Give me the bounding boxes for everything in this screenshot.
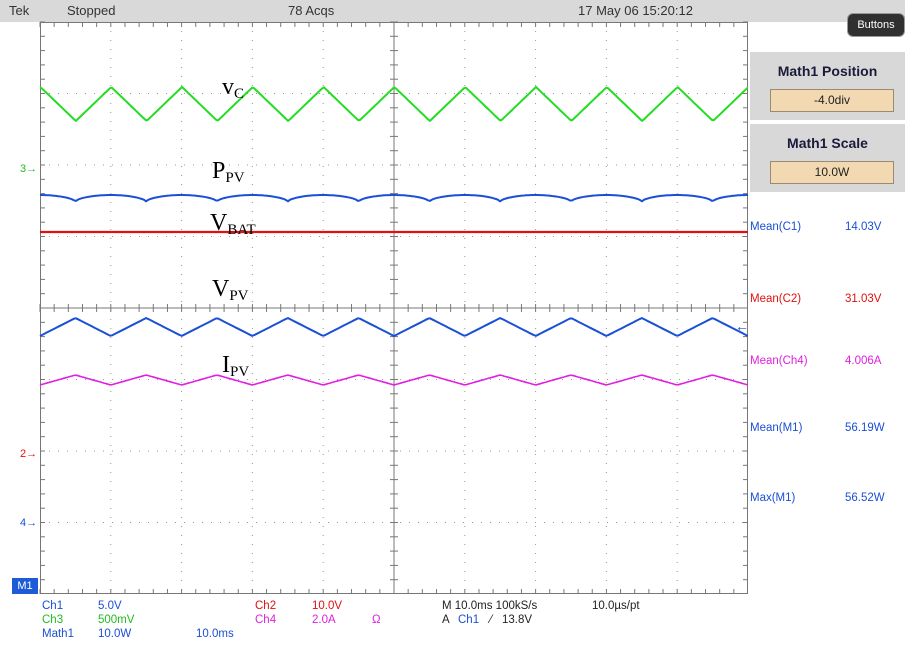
ch2-scale: 10.0V <box>312 600 343 612</box>
measurement-label: Mean(Ch4) <box>750 355 808 367</box>
measurement-row: Mean(C2) 31.03V <box>750 293 905 305</box>
measurement-row: Mean(M1) 56.19W <box>750 422 905 434</box>
ch4-impedance: Ω <box>372 614 381 626</box>
ch3-label[interactable]: Ch3 <box>42 614 64 626</box>
measurement-label: Mean(C2) <box>750 293 802 305</box>
label-ipv: IPV <box>222 352 250 380</box>
measurement-value: 56.52W <box>845 492 885 504</box>
measurement-value: 56.19W <box>845 422 885 434</box>
trace-ipv <box>39 374 749 386</box>
measurement-row: Max(M1) 56.52W <box>750 492 905 504</box>
math1-scale: 10.0W <box>98 628 132 640</box>
trace-vc <box>39 85 749 123</box>
trigger-slope-icon: ⁄ <box>490 614 492 626</box>
acquisition-state: Stopped <box>67 3 116 18</box>
label-ppv: PPV <box>212 158 245 186</box>
math1-position-menu[interactable]: Math1 Position -4.0div <box>750 52 905 120</box>
trace-ppv <box>40 194 748 203</box>
label-vbat: VBAT <box>210 210 256 238</box>
measurement-label: Mean(C1) <box>750 221 802 233</box>
measurement-value: 4.006A <box>845 355 882 367</box>
measurement-label: Mean(M1) <box>750 422 803 434</box>
ch3-scale: 500mV <box>98 614 135 626</box>
label-vpv: VPV <box>212 276 249 304</box>
ch4-scale: 2.0A <box>312 614 336 626</box>
math1-time: 10.0ms <box>196 628 234 640</box>
ch4-label[interactable]: Ch4 <box>255 614 277 626</box>
math1-scale-menu[interactable]: Math1 Scale 10.0W <box>750 124 905 192</box>
timebase-readout[interactable]: M 10.0ms 100kS/s <box>442 600 538 612</box>
measurement-value: 14.03V <box>845 221 882 233</box>
date-time: 17 May 06 15:20:12 <box>578 3 693 18</box>
math1-position-value[interactable]: -4.0div <box>770 89 894 112</box>
math1-ground-marker[interactable]: M1 <box>12 578 38 594</box>
ch2-label[interactable]: Ch2 <box>255 600 277 612</box>
trace-vpv <box>39 317 749 338</box>
sample-interval: 10.0µs/pt <box>592 600 640 612</box>
ch1-reference-arrow-icon: ← <box>735 318 749 334</box>
math1-scale-title: Math1 Scale <box>787 135 868 151</box>
buttons-button[interactable]: Buttons <box>847 13 905 37</box>
ch1-label[interactable]: Ch1 <box>42 600 64 612</box>
measurement-value: 31.03V <box>845 293 882 305</box>
brand-label: Tek <box>9 3 30 18</box>
trigger-source[interactable]: Ch1 <box>458 614 480 626</box>
measurement-row: Mean(C1) 14.03V <box>750 221 905 233</box>
measurement-label: Max(M1) <box>750 492 796 504</box>
status-bar: Tek Stopped 78 Acqs 17 May 06 15:20:12 <box>0 0 905 22</box>
trigger-level: 13.8V <box>502 614 533 626</box>
math1-label[interactable]: Math1 <box>42 628 74 640</box>
ch3-ground-marker[interactable]: 3→ <box>20 163 38 175</box>
channel-readout-bar: Ch1 5.0V Ch3 500mV Math1 10.0W 10.0ms Ch… <box>0 594 905 648</box>
trigger-prefix: A <box>442 614 450 626</box>
label-vc: vC <box>222 74 245 102</box>
ch4-ground-marker[interactable]: 4→ <box>20 517 38 529</box>
ch1-scale: 5.0V <box>98 600 122 612</box>
math1-position-title: Math1 Position <box>777 63 878 79</box>
acquisition-count: 78 Acqs <box>288 3 335 18</box>
ch2-ground-marker[interactable]: 2→ <box>20 448 38 460</box>
measurement-row: Mean(Ch4) 4.006A <box>750 355 905 367</box>
waveform-graticule[interactable] <box>39 21 749 594</box>
math1-scale-value[interactable]: 10.0W <box>770 161 894 184</box>
